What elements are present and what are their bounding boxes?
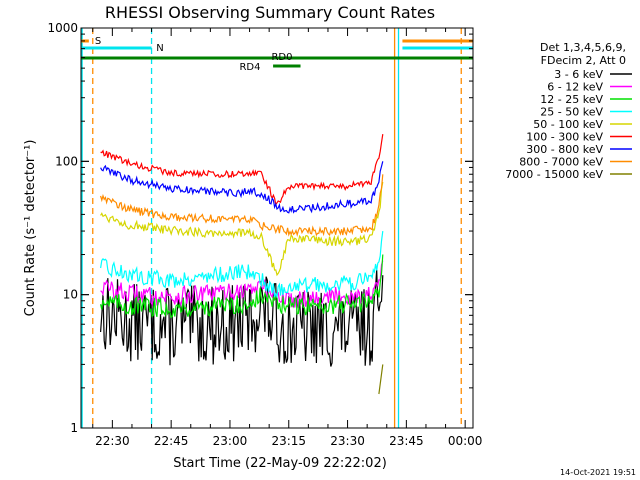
series-line-25-to-50keV xyxy=(100,231,384,299)
legend-entry-label: 800 - 7000 keV xyxy=(519,156,603,169)
x-tick-label: 22:45 xyxy=(154,434,189,448)
legend-entry-label: 12 - 25 keV xyxy=(540,93,603,106)
y-tick-label: 1000 xyxy=(47,21,78,35)
series-line-7000-to-15000keV xyxy=(378,364,384,395)
x-tick-label: 23:30 xyxy=(330,434,365,448)
y-tick-label: 100 xyxy=(55,154,78,168)
series-line-800-to-7000keV xyxy=(100,174,384,238)
plot-area xyxy=(80,27,474,429)
flag-label-rd0: RD0 xyxy=(271,52,292,63)
legend-entry-label: 7000 - 15000 keV xyxy=(505,168,603,181)
x-tick-label: 23:45 xyxy=(389,434,424,448)
series-line-300-to-800keV xyxy=(100,161,384,214)
legend-entry-label: 3 - 6 keV xyxy=(554,68,603,81)
legend-entry-label: 50 - 100 keV xyxy=(533,118,603,131)
series-line-50-to-100keV xyxy=(100,181,384,277)
y-axis-label: Count Rate (s⁻¹ detector⁻¹) xyxy=(23,140,38,317)
legend-entry-label: 25 - 50 keV xyxy=(540,106,603,119)
series-line-12-to-25keV xyxy=(100,254,384,319)
x-tick-label: 00:00 xyxy=(448,434,483,448)
series-line-3-to-6keV xyxy=(100,269,384,367)
flag-label-n: N xyxy=(156,43,163,54)
legend: Det 1,3,4,5,6,9,FDecim 2, Att 03 - 6 keV… xyxy=(505,41,632,181)
flag-bars: S N RD0 RD4 xyxy=(81,36,473,73)
legend-header-line: Det 1,3,4,5,6,9, xyxy=(540,41,626,54)
y-tick-label: 1 xyxy=(70,421,78,435)
y-axis-ticks: 1 10 100 1000 xyxy=(47,21,473,435)
series-layer xyxy=(100,134,384,395)
legend-header-line: FDecim 2, Att 0 xyxy=(541,54,626,67)
legend-entry-label: 6 - 12 keV xyxy=(547,81,603,94)
chart-title: RHESSI Observing Summary Count Rates xyxy=(105,3,435,22)
x-tick-label: 22:30 xyxy=(95,434,130,448)
x-axis-label: Start Time (22-May-09 22:22:02) xyxy=(173,456,387,471)
x-tick-label: 23:15 xyxy=(271,434,306,448)
flag-label-rd4: RD4 xyxy=(239,62,260,73)
timestamp: 14-Oct-2021 19:51 xyxy=(560,468,636,477)
legend-entry-label: 300 - 800 keV xyxy=(526,143,603,156)
legend-entry-label: 100 - 300 keV xyxy=(526,131,603,144)
x-tick-label: 23:00 xyxy=(213,434,248,448)
series-line-100-to-300keV xyxy=(100,134,384,207)
x-axis-ticks: 22:30 22:45 23:00 23:15 23:30 23:45 00:00 xyxy=(92,28,483,448)
series-line-6-to-12keV xyxy=(100,260,384,308)
vertical-markers xyxy=(81,28,462,428)
flag-label-s: S xyxy=(95,36,101,47)
y-tick-label: 10 xyxy=(63,288,78,302)
